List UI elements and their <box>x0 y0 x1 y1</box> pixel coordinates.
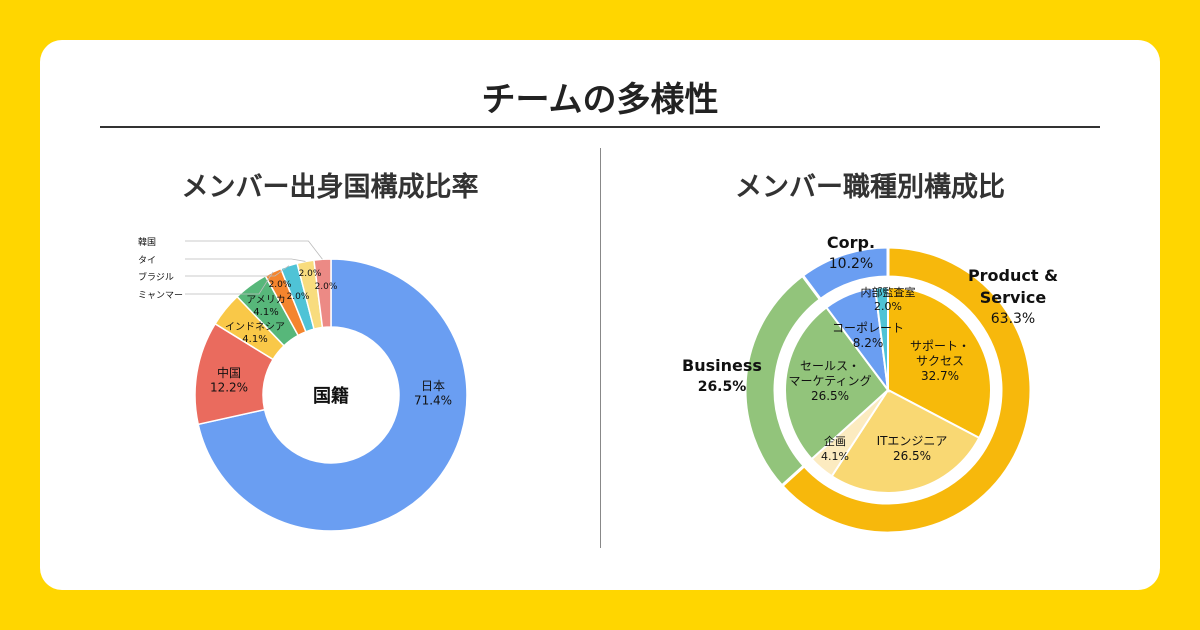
outer-value-2: 10.2% <box>829 256 873 272</box>
inner-label-0: サポート・サクセス 32.7% <box>910 339 970 383</box>
outer-label-2: Corp. <box>827 233 875 252</box>
chart-divider <box>600 148 601 548</box>
slice-label-3: アメリカ 4.1% <box>246 294 286 318</box>
outer-value-0: 63.3% <box>991 311 1035 327</box>
inner-slice-1 <box>830 388 981 494</box>
slice-label-2: インドネシア 4.1% <box>225 321 285 345</box>
outer-label-1: Business <box>682 356 762 375</box>
slice-label-0: 日本 71.4% <box>414 379 452 407</box>
slice-label-5: 2.0% <box>287 292 310 302</box>
slice-label-1: 中国 12.2% <box>210 365 248 394</box>
inner-slice-5 <box>873 285 889 391</box>
page-title: チームの多様性 <box>481 80 719 120</box>
inner-slice-3 <box>784 306 890 461</box>
slice-0 <box>197 258 468 532</box>
callout-line-4 <box>185 271 274 295</box>
inner-label-3: セールス・マーケティング 26.5% <box>788 359 871 403</box>
outer-label-0: Product & Service <box>968 266 1058 307</box>
inner-slice-0 <box>887 285 992 440</box>
job-type-sunburst-chart: Product & Service 63.3% Business 26.5% Corp. 1… <box>682 233 1058 535</box>
callout-line-5 <box>185 265 290 277</box>
job-type-chart-title: メンバー職種別構成比 <box>735 172 1005 203</box>
slice-label-7: 2.0% <box>315 282 338 292</box>
outer-slice-0 <box>779 245 1033 535</box>
callout-label-7: 韓国 <box>138 237 156 248</box>
callout-label-4: ミャンマー <box>138 291 183 301</box>
inner-label-1: ITエンジニア 26.5% <box>877 434 948 463</box>
nationality-chart-title: メンバー出身国構成比率 <box>181 172 479 203</box>
slice-label-4: 2.0% <box>269 280 292 290</box>
callout-line-7 <box>185 240 323 260</box>
donut-center-label: 国籍 <box>313 385 349 407</box>
outer-value-1: 26.5% <box>698 379 747 395</box>
slice-label-6: 2.0% <box>299 269 322 279</box>
inner-label-2: 企画 4.1% <box>821 434 849 463</box>
callout-line-6 <box>185 258 306 262</box>
inner-label-4: コーポレート 8.2% <box>832 321 904 350</box>
nationality-donut-chart: 日本 71.4%中国 12.2%インドネシア 4.1%アメリカ 4.1%2.0%2.0%… <box>138 237 468 532</box>
inner-label-5: 内部監査室 2.0% <box>861 285 916 313</box>
title-underline <box>100 126 1100 128</box>
slice-7 <box>313 258 332 329</box>
callout-label-5: ブラジル <box>138 271 174 283</box>
callout-label-6: タイ <box>138 255 156 266</box>
outer-slice-2 <box>800 245 890 302</box>
